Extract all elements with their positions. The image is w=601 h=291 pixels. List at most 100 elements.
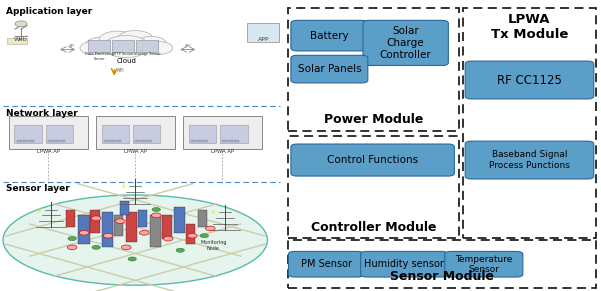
FancyBboxPatch shape — [183, 116, 262, 149]
Text: RF CC1125: RF CC1125 — [497, 74, 562, 86]
Circle shape — [117, 31, 153, 48]
Text: API: API — [69, 44, 76, 48]
FancyBboxPatch shape — [288, 240, 596, 288]
FancyBboxPatch shape — [465, 61, 594, 99]
Text: Web: Web — [14, 37, 28, 42]
Text: ⚡: ⚡ — [36, 207, 41, 213]
FancyBboxPatch shape — [174, 207, 185, 233]
FancyBboxPatch shape — [463, 8, 596, 238]
FancyBboxPatch shape — [136, 40, 158, 52]
Circle shape — [103, 36, 149, 58]
Circle shape — [200, 234, 209, 238]
Text: LPWA
Tx Module: LPWA Tx Module — [491, 13, 568, 41]
FancyBboxPatch shape — [104, 140, 109, 142]
Text: Humidity sensor: Humidity sensor — [364, 259, 444, 269]
Circle shape — [121, 245, 131, 250]
FancyBboxPatch shape — [102, 212, 113, 247]
Text: Solar Panels: Solar Panels — [297, 64, 361, 74]
FancyBboxPatch shape — [247, 23, 279, 42]
Text: APP: APP — [257, 37, 269, 42]
Circle shape — [91, 216, 101, 221]
Circle shape — [151, 213, 161, 218]
FancyBboxPatch shape — [66, 210, 75, 227]
FancyBboxPatch shape — [191, 140, 196, 142]
Text: Battery: Battery — [310, 31, 349, 41]
FancyBboxPatch shape — [23, 140, 28, 142]
Circle shape — [176, 248, 185, 252]
Circle shape — [80, 42, 106, 54]
Text: ⚡: ⚡ — [210, 210, 215, 216]
FancyBboxPatch shape — [288, 8, 459, 131]
Text: PM Sensor: PM Sensor — [300, 259, 352, 269]
FancyBboxPatch shape — [150, 215, 161, 247]
FancyBboxPatch shape — [220, 125, 248, 143]
FancyBboxPatch shape — [14, 125, 42, 143]
Text: LPWA AP: LPWA AP — [211, 149, 234, 154]
Text: Data Processing
Server: Data Processing Server — [85, 52, 114, 61]
Text: API: API — [185, 44, 192, 48]
FancyBboxPatch shape — [291, 20, 368, 51]
FancyBboxPatch shape — [112, 40, 134, 52]
Text: HTTP Server: HTTP Server — [112, 52, 134, 56]
Circle shape — [15, 21, 27, 27]
FancyBboxPatch shape — [198, 210, 207, 227]
FancyBboxPatch shape — [54, 140, 59, 142]
Text: Network layer: Network layer — [6, 109, 78, 118]
Text: Application layer: Application layer — [6, 7, 93, 16]
FancyBboxPatch shape — [186, 224, 195, 244]
FancyBboxPatch shape — [291, 144, 454, 176]
Circle shape — [99, 31, 135, 49]
FancyBboxPatch shape — [88, 40, 110, 52]
FancyBboxPatch shape — [17, 140, 22, 142]
FancyBboxPatch shape — [138, 210, 147, 227]
FancyBboxPatch shape — [228, 140, 233, 142]
Circle shape — [85, 37, 119, 53]
Text: Baseband Signal
Process Punctions: Baseband Signal Process Punctions — [489, 150, 570, 170]
FancyBboxPatch shape — [90, 210, 100, 233]
FancyBboxPatch shape — [197, 140, 202, 142]
Circle shape — [188, 233, 197, 238]
FancyBboxPatch shape — [361, 251, 448, 277]
Text: Sensor Module: Sensor Module — [390, 270, 495, 283]
FancyBboxPatch shape — [133, 125, 160, 143]
FancyBboxPatch shape — [147, 140, 152, 142]
FancyBboxPatch shape — [465, 141, 594, 179]
Text: Temperature
Sensor: Temperature Sensor — [455, 255, 513, 274]
Circle shape — [139, 230, 149, 235]
FancyBboxPatch shape — [162, 215, 172, 239]
FancyBboxPatch shape — [7, 38, 27, 44]
Circle shape — [146, 42, 172, 54]
Text: Power Module: Power Module — [324, 113, 424, 126]
FancyBboxPatch shape — [114, 215, 123, 236]
Circle shape — [136, 36, 166, 51]
FancyBboxPatch shape — [234, 140, 239, 142]
Circle shape — [128, 257, 136, 261]
FancyBboxPatch shape — [29, 140, 34, 142]
FancyBboxPatch shape — [363, 20, 448, 65]
Circle shape — [163, 236, 173, 241]
Text: ⚡: ⚡ — [120, 184, 125, 190]
FancyBboxPatch shape — [141, 140, 146, 142]
FancyBboxPatch shape — [288, 251, 364, 277]
Circle shape — [206, 226, 215, 231]
Text: Controller Module: Controller Module — [311, 221, 436, 234]
FancyBboxPatch shape — [189, 125, 216, 143]
Circle shape — [79, 230, 89, 235]
FancyBboxPatch shape — [291, 55, 368, 83]
Text: API: API — [117, 68, 125, 73]
FancyBboxPatch shape — [135, 140, 140, 142]
Circle shape — [103, 233, 113, 238]
Text: LPWA AP: LPWA AP — [37, 149, 59, 154]
Ellipse shape — [3, 195, 267, 285]
Circle shape — [152, 207, 160, 212]
FancyBboxPatch shape — [222, 140, 227, 142]
FancyBboxPatch shape — [60, 140, 65, 142]
FancyBboxPatch shape — [9, 116, 88, 149]
FancyBboxPatch shape — [78, 215, 90, 244]
Text: Solar
Charge
Controller: Solar Charge Controller — [380, 26, 432, 60]
Text: Monitoring
Node: Monitoring Node — [200, 240, 227, 251]
FancyBboxPatch shape — [110, 140, 115, 142]
FancyBboxPatch shape — [96, 116, 175, 149]
FancyBboxPatch shape — [203, 140, 208, 142]
Circle shape — [115, 219, 125, 223]
